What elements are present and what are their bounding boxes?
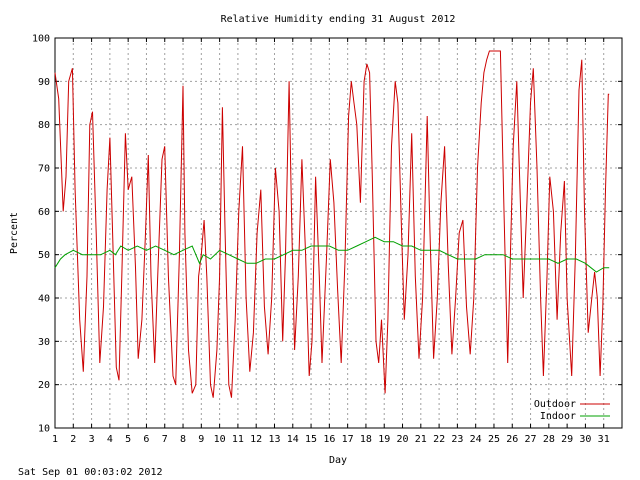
x-tick-label: 2	[70, 434, 76, 445]
series-lines	[54, 50, 610, 398]
y-tick-label: 40	[38, 294, 50, 305]
x-axis: 1 2 3 4 5 6 7 8 9 10 11 12 13 14 15 16 17 18 19 20 21 22 23 24 2…	[52, 38, 610, 445]
y-tick-label: 20	[38, 380, 50, 391]
x-tick-label: 7	[162, 434, 168, 445]
timestamp: Sat Sep 01 00:03:02 2012	[18, 467, 163, 478]
x-tick-label: 4	[107, 434, 113, 445]
x-tick-label: 31	[598, 434, 610, 445]
x-tick-label: 13	[268, 434, 280, 445]
legend: Outdoor Indoor	[534, 399, 610, 422]
x-tick-label: 28	[543, 434, 555, 445]
x-tick-label: 6	[143, 434, 149, 445]
y-tick-label: 80	[38, 120, 50, 131]
legend-label-indoor: Indoor	[540, 411, 576, 422]
x-tick-label: 10	[214, 434, 226, 445]
x-tick-label: 23	[451, 434, 463, 445]
x-tick-label: 19	[378, 434, 390, 445]
y-axis: 10 20 30 40 50 60 70 80 90 100	[32, 34, 622, 435]
x-tick-label: 20	[396, 434, 408, 445]
x-tick-label: 14	[287, 434, 299, 445]
x-tick-label: 16	[323, 434, 335, 445]
x-axis-label: Day	[329, 455, 347, 466]
y-axis-label: Percent	[9, 212, 20, 254]
x-tick-label: 30	[579, 434, 591, 445]
x-tick-label: 26	[506, 434, 518, 445]
x-tick-label: 9	[198, 434, 204, 445]
x-tick-label: 11	[232, 434, 244, 445]
y-tick-label: 70	[38, 164, 50, 175]
x-tick-label: 8	[180, 434, 186, 445]
x-tick-label: 3	[89, 434, 95, 445]
chart-title: Relative Humidity ending 31 August 2012	[221, 14, 456, 25]
plot-frame	[54, 37, 623, 429]
y-tick-label: 10	[38, 424, 50, 435]
y-tick-label: 50	[38, 250, 50, 261]
y-tick-label: 90	[38, 77, 50, 88]
x-tick-label: 15	[305, 434, 317, 445]
x-tick-label: 25	[488, 434, 500, 445]
x-tick-label: 12	[250, 434, 262, 445]
x-tick-label: 27	[525, 434, 537, 445]
y-tick-label: 30	[38, 337, 50, 348]
x-tick-label: 22	[433, 434, 445, 445]
x-tick-label: 17	[342, 434, 354, 445]
x-tick-label: 18	[360, 434, 372, 445]
y-tick-label: 60	[38, 207, 50, 218]
legend-label-outdoor: Outdoor	[534, 399, 576, 410]
series-line-outdoor	[54, 50, 610, 398]
x-tick-label: 5	[125, 434, 131, 445]
x-tick-label: 29	[561, 434, 573, 445]
series-line-indoor	[54, 236, 610, 273]
x-tick-label: 1	[52, 434, 58, 445]
y-tick-label: 100	[32, 34, 50, 45]
x-tick-label: 24	[470, 434, 482, 445]
x-tick-label: 21	[415, 434, 427, 445]
